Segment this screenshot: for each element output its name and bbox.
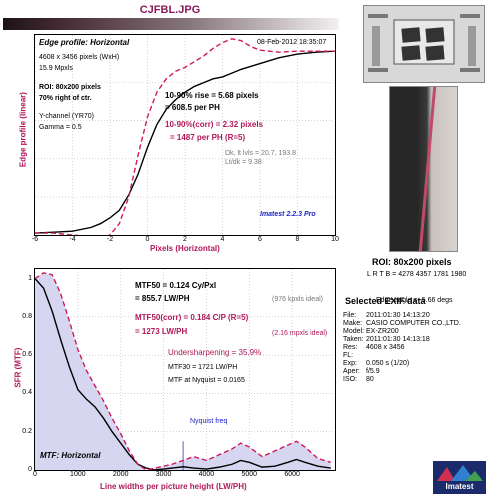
corrected-series-line: [34, 272, 331, 471]
exif-value: [366, 352, 463, 360]
imatest-version: Imatest 2.2.3 Pro: [260, 211, 316, 218]
edge-angle: Edge angle = -5.66 degs: [376, 297, 453, 304]
mtf-y-tick-label: 0: [28, 466, 32, 473]
edge-x-tick-label: 0: [145, 236, 150, 243]
roi-position: 70% right of ctr.: [39, 95, 92, 102]
mtf-y-tick-label: 0.4: [22, 389, 32, 397]
exif-key: File:: [343, 312, 357, 319]
exif-key: ISO:: [343, 376, 358, 384]
mtf-y-tick-label: 0.8: [22, 312, 32, 320]
edge-gradient-strip: [3, 18, 339, 30]
gamma: Gamma = 0.5: [39, 124, 82, 131]
mtf-nyquist-text: MTF at Nyquist = 0.0165: [168, 377, 245, 384]
roi-title: ROI: 80x200 pixels: [372, 257, 452, 267]
image-size: 4608 x 3456 pixels (WxH): [39, 54, 120, 61]
exif-key: Exp:: [343, 360, 358, 368]
mtf-x-tick-label: 1000: [70, 471, 86, 478]
exif-row: Aper: f/5.9: [343, 368, 463, 376]
exif-value: 0.050 s (1/20): [366, 360, 410, 368]
exif-row: Model: EX-ZR200: [343, 328, 463, 336]
mtf-x-label: Line widths per picture height (LW/PH): [100, 482, 247, 491]
exif-value: EX-ZR200: [366, 328, 399, 336]
mtf-y-tick-label: 0.2: [22, 427, 32, 435]
mtf-chart-label: MTF: Horizontal: [40, 451, 101, 460]
edge-timestamp: 08-Feb-2012 18:35:07: [257, 39, 327, 46]
exif-value: f/5.9: [366, 368, 380, 376]
exif-key: FL:: [343, 352, 354, 360]
logo-text: Imatest: [445, 482, 474, 491]
mtf-y-tick-label: 0.6: [22, 351, 32, 359]
test-chart-image: [364, 6, 484, 82]
exif-key: Model:: [343, 328, 365, 336]
megapixels: 15.9 Mpxls: [39, 65, 73, 72]
measured-series-line: [34, 50, 336, 234]
mtf50-corr-text: MTF50(corr) = 0.184 C/P (R=5): [135, 313, 249, 322]
exif-key: Taken:: [343, 336, 364, 344]
measured-series-line: [34, 278, 331, 471]
rise-text: 10-90% rise = 5.68 pixels: [165, 91, 259, 100]
roi-image: [389, 86, 458, 252]
window-title: CJFBL.JPG: [139, 4, 201, 16]
mtf-x-tick-label: 3000: [155, 471, 172, 478]
exif-row: Make: CASIO COMPUTER CO.,LTD.: [343, 320, 463, 328]
corr-per-ph: = 1487 per PH (R=5): [170, 133, 246, 142]
exif-value: 4608 x 3456: [366, 344, 405, 352]
exif-row: FL:: [343, 352, 463, 360]
mtf50-ideal: (976 kpxls ideal): [272, 296, 323, 303]
exif-row: File: 2011:01:30 14:13:20: [343, 312, 463, 320]
edge-x-tick-label: 2: [183, 236, 187, 243]
exif-key: Aper:: [343, 368, 360, 376]
exif-row: ISO: 80: [343, 376, 463, 384]
edge-x-label: Pixels (Horizontal): [150, 244, 220, 253]
exif-key: Res:: [343, 344, 358, 352]
mtf-x-tick-label: 5000: [241, 471, 258, 478]
exif-value: 2011:01:30 14:13:18: [366, 336, 430, 344]
mtf50-text: MTF50 = 0.124 Cy/Pxl: [135, 281, 217, 290]
edge-x-tick-label: -6: [31, 236, 39, 243]
edge-x-tick-label: -2: [106, 236, 114, 243]
edge-profile-chart: [34, 34, 336, 240]
edge-x-tick-label: 8: [295, 236, 300, 243]
exif-title: Selected EXIF data: [345, 296, 426, 306]
corr-rise-text: 10-90%(corr) = 2.32 pixels: [165, 120, 264, 129]
mtf-x-tick-label: 6000: [284, 471, 300, 478]
mtf-area-fill: [35, 272, 331, 470]
mtf-y-tick-label: 1: [28, 274, 32, 282]
mtf-x-tick-label: 0: [33, 471, 37, 478]
mtf-chart: [34, 268, 336, 471]
exif-row: Exp: 0.050 s (1/20): [343, 360, 463, 368]
mtf50-corr-lwph: = 1273 LW/PH: [135, 327, 188, 336]
mtf50-corr-ideal: (2.16 mpxls ideal): [272, 330, 328, 337]
imatest-logo: Imatest: [433, 461, 486, 494]
rise-per-ph: = 608.5 per PH: [165, 103, 220, 112]
edge-x-tick-label: 10: [331, 236, 339, 243]
roi-coords: L R T B = 4278 4357 1781 1980: [367, 271, 467, 278]
edge-chart-title: Edge profile: Horizontal: [39, 38, 130, 47]
roi-size: ROI: 80x200 pixels: [39, 84, 101, 91]
undersharpening: Undersharpening = 35.9%: [168, 348, 262, 357]
exif-value: 2011:01:30 14:13:20: [366, 312, 430, 319]
roi-edge-line: [418, 87, 437, 251]
exif-value: CASIO COMPUTER CO.,LTD.: [366, 320, 461, 328]
mtf-x-tick-label: 2000: [112, 471, 129, 478]
exif-table: File: 2011:01:30 14:13:20 Make: CASIO COMPU…: [343, 312, 463, 384]
edge-x-tick-label: 4: [220, 236, 225, 243]
channel: Y-channel (YR70): [39, 113, 94, 120]
mtf30-text: MTF30 = 1721 LW/PH: [168, 364, 238, 371]
mtf-x-tick-label: 4000: [198, 471, 215, 478]
exif-row: Taken: 2011:01:30 14:13:18: [343, 336, 463, 344]
edge-x-tick-label: 6: [258, 236, 262, 243]
exif-key: Make:: [343, 320, 363, 328]
levels-text: Dk, lt lvls = 20.7, 193.8: [225, 150, 297, 157]
ltdk-text: Lt/dk = 9.38: [225, 159, 262, 166]
nyquist-label: Nyquist freq: [190, 418, 228, 425]
mtf50-lwph: = 855.7 LW/PH: [135, 294, 190, 303]
edge-x-tick-label: -4: [69, 236, 76, 243]
test-chart-thumbnail: [363, 5, 485, 83]
exif-value: 80: [366, 376, 374, 384]
mtf-plot: [34, 269, 335, 471]
logo-graphic: [437, 465, 483, 481]
edge-y-label: Edge profile (linear): [18, 92, 28, 168]
exif-row: Res: 4608 x 3456: [343, 344, 463, 352]
